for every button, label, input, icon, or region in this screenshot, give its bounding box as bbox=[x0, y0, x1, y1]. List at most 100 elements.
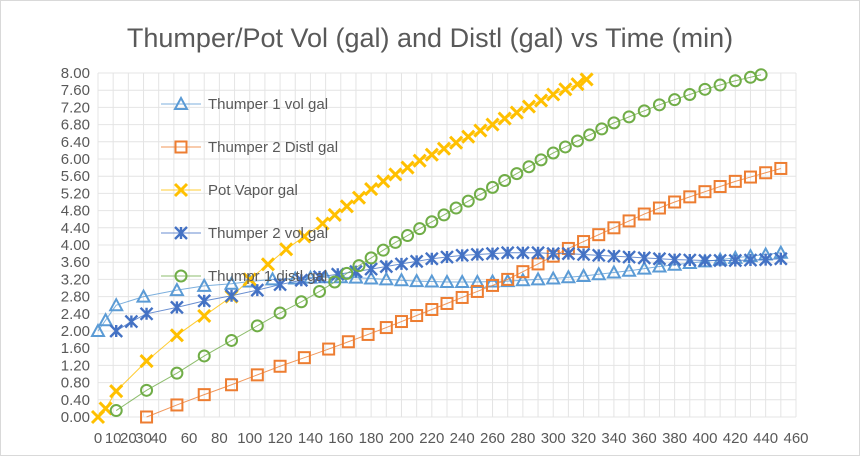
x-tick-label: 340 bbox=[601, 430, 626, 447]
data-point bbox=[413, 222, 427, 236]
data-point bbox=[108, 297, 124, 312]
y-tick-label: 4.80 bbox=[61, 203, 90, 220]
legend-label: Thumper 1 vol gal bbox=[208, 96, 328, 113]
y-tick-label: 3.20 bbox=[61, 271, 90, 288]
data-point bbox=[461, 129, 476, 144]
data-point bbox=[516, 245, 530, 260]
data-point bbox=[498, 174, 512, 187]
series-line bbox=[115, 74, 762, 411]
data-point bbox=[560, 269, 577, 284]
y-tick-label: 1.60 bbox=[61, 340, 90, 357]
x-tick-label: 360 bbox=[632, 430, 657, 447]
data-point bbox=[348, 269, 364, 284]
data-point bbox=[197, 308, 212, 324]
data-point bbox=[698, 82, 712, 96]
data-point bbox=[315, 216, 330, 231]
x-tick-label: 80 bbox=[211, 430, 228, 447]
data-point bbox=[425, 215, 439, 229]
data-point bbox=[622, 214, 636, 228]
data-point bbox=[322, 342, 336, 356]
data-point bbox=[698, 185, 712, 199]
data-point bbox=[509, 105, 524, 120]
data-point bbox=[728, 74, 742, 88]
x-tick-label: 400 bbox=[692, 430, 717, 447]
x-tick-label: 440 bbox=[753, 430, 778, 447]
data-point bbox=[773, 251, 788, 266]
data-point bbox=[473, 123, 488, 138]
data-point bbox=[140, 410, 154, 424]
x-tick-label: 100 bbox=[237, 430, 262, 447]
data-point bbox=[576, 247, 591, 262]
y-tick-label: 2.80 bbox=[61, 289, 90, 306]
data-point bbox=[558, 82, 573, 97]
data-point bbox=[579, 72, 594, 87]
data-point bbox=[754, 68, 768, 82]
data-point bbox=[558, 140, 572, 154]
data-point bbox=[394, 315, 408, 329]
data-point bbox=[279, 242, 294, 257]
data-point bbox=[484, 273, 501, 288]
data-point bbox=[516, 265, 530, 279]
series-line bbox=[146, 167, 781, 418]
data-point bbox=[713, 78, 727, 92]
legend-label: Pot Vapor gal bbox=[208, 182, 298, 199]
data-point bbox=[455, 248, 470, 263]
legend-item: Pot Vapor gal bbox=[161, 182, 298, 199]
data-point bbox=[652, 201, 666, 215]
data-point bbox=[637, 104, 651, 118]
data-point bbox=[667, 252, 682, 267]
legend: Thumper 1 vol gal Thumper 2 Distl gal Pot … bbox=[161, 95, 338, 285]
data-point bbox=[424, 273, 440, 288]
data-point bbox=[713, 253, 727, 268]
series-3 bbox=[109, 245, 788, 338]
legend-item: Thumper 2 Distl gal bbox=[161, 139, 338, 156]
x-tick-label: 30 bbox=[135, 430, 152, 447]
data-point bbox=[449, 135, 464, 150]
data-point bbox=[361, 327, 375, 341]
data-point bbox=[224, 288, 239, 303]
data-point bbox=[302, 269, 319, 284]
data-point bbox=[473, 187, 487, 201]
data-point bbox=[242, 272, 257, 287]
data-point bbox=[364, 182, 379, 197]
data-point bbox=[425, 303, 439, 316]
data-point bbox=[534, 93, 549, 108]
data-point bbox=[546, 87, 561, 102]
data-point bbox=[250, 283, 265, 297]
x-tick-label: 220 bbox=[419, 430, 444, 447]
x-tick-label: 10 bbox=[105, 430, 122, 447]
legend-marker bbox=[174, 269, 188, 283]
x-tick-label: 20 bbox=[120, 430, 137, 447]
data-point bbox=[273, 277, 287, 292]
data-point bbox=[636, 260, 652, 275]
data-point bbox=[98, 401, 113, 416]
data-point bbox=[379, 321, 393, 335]
data-point bbox=[424, 251, 439, 266]
data-point bbox=[546, 146, 560, 160]
data-point bbox=[250, 368, 264, 382]
data-point bbox=[339, 199, 354, 214]
data-point bbox=[470, 284, 484, 298]
data-point bbox=[759, 166, 773, 180]
data-point bbox=[364, 262, 378, 276]
data-point bbox=[408, 273, 425, 288]
data-point bbox=[595, 122, 609, 136]
x-tick-label: 200 bbox=[389, 430, 414, 447]
data-point bbox=[668, 195, 682, 209]
data-point bbox=[469, 273, 486, 288]
x-tick-label: 240 bbox=[450, 430, 475, 447]
data-point bbox=[341, 335, 355, 349]
data-point bbox=[328, 275, 342, 289]
data-point bbox=[135, 288, 152, 303]
data-point bbox=[297, 351, 311, 365]
data-point bbox=[570, 134, 584, 148]
legend-item: Thumpr 1 distl gal bbox=[161, 268, 327, 285]
data-point bbox=[728, 253, 743, 268]
data-point bbox=[139, 306, 154, 321]
data-point bbox=[364, 251, 378, 265]
data-point bbox=[394, 257, 409, 271]
data-point bbox=[170, 300, 184, 315]
data-point bbox=[225, 333, 239, 347]
data-point bbox=[109, 404, 123, 418]
data-point bbox=[197, 294, 212, 308]
